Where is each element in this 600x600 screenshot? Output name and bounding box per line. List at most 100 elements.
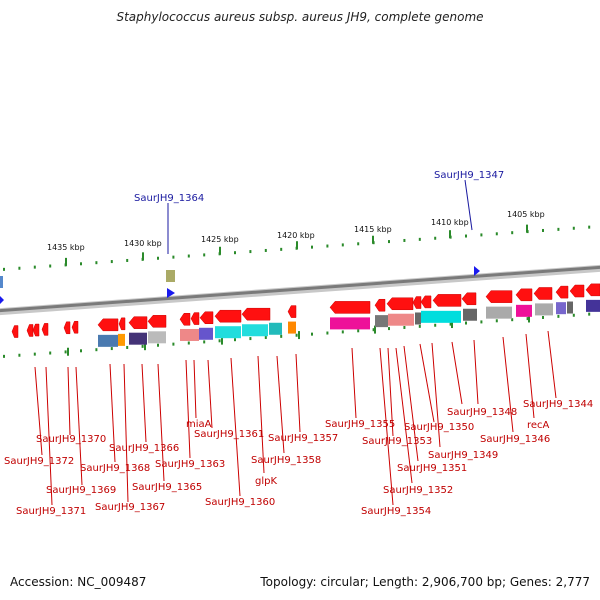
gene-label[interactable]: SaurJH9_1357 [268, 433, 338, 444]
gene-arrow [26, 324, 34, 337]
gene-block [199, 327, 213, 340]
ruler-dot [3, 267, 5, 271]
ruler-dot [249, 250, 252, 254]
ruler-dot [126, 258, 129, 262]
gene-block [535, 303, 553, 316]
ruler-dot [187, 254, 190, 258]
ruler-dot [49, 351, 52, 355]
forward-feature [166, 270, 175, 282]
ruler-tick [526, 224, 528, 233]
ruler-dot [33, 352, 36, 356]
scale-ruler [3, 224, 591, 271]
ruler-dot [3, 354, 5, 358]
scale-label: 1430 kbp [124, 239, 162, 248]
ruler-dot [495, 232, 498, 236]
gene-label[interactable]: SaurJH9_1364 [134, 193, 204, 204]
gene-label[interactable]: SaurJH9_1355 [325, 419, 395, 430]
gene-label[interactable]: SaurJH9_1370 [36, 434, 106, 445]
gene-label[interactable]: SaurJH9_1366 [109, 443, 179, 454]
gene-arrow [386, 297, 414, 311]
gene-label[interactable]: SaurJH9_1358 [251, 455, 321, 466]
scale-label: 1420 kbp [277, 231, 315, 240]
gene-label[interactable]: SaurJH9_1372 [4, 456, 74, 467]
scale-label: 1415 kbp [354, 225, 392, 234]
ruler-tick [142, 252, 144, 261]
gene-label[interactable]: recA [527, 420, 550, 431]
gene-label[interactable]: miaA [186, 419, 212, 430]
gene-block [586, 299, 600, 312]
gene-arrow [515, 288, 533, 302]
ruler-dot [110, 347, 113, 351]
gene-arrow [32, 323, 40, 337]
gene-label[interactable]: SaurJH9_1360 [205, 497, 275, 508]
gene-label[interactable]: SaurJH9_1348 [447, 407, 517, 418]
gene-label[interactable]: SaurJH9_1350 [404, 422, 474, 433]
gene-block [375, 315, 388, 328]
ruler-dot [434, 236, 437, 240]
ruler-dot [511, 318, 514, 322]
ruler-tick [67, 347, 69, 356]
ruler-tick [374, 325, 376, 334]
gene-label[interactable]: SaurJH9_1349 [428, 450, 498, 461]
gene-label[interactable]: SaurJH9_1371 [16, 506, 86, 517]
gene-label[interactable]: SaurJH9_1344 [523, 399, 593, 410]
gene-arrow [214, 309, 242, 323]
gene-block [463, 308, 477, 321]
gene-label[interactable]: SaurJH9_1351 [397, 463, 467, 474]
gene-arrow [199, 311, 214, 324]
genome-stats-text: Topology: circular; Length: 2,906,700 bp… [260, 575, 590, 589]
gene-arrow [485, 290, 513, 303]
ruler-dot [465, 234, 467, 238]
gene-arrow [287, 305, 297, 318]
ruler-dot [542, 228, 544, 232]
ruler-tick [296, 241, 298, 250]
gene-arrow [147, 315, 167, 328]
gene-block [98, 334, 118, 347]
ruler-dot [18, 266, 21, 270]
accession-text: Accession: NC_009487 [10, 575, 147, 589]
ruler-dot [311, 245, 313, 249]
gene-label[interactable]: SaurJH9_1369 [46, 485, 116, 496]
gene-label[interactable]: SaurJH9_1361 [194, 429, 264, 440]
ruler-dot [295, 333, 298, 337]
ruler-dot [95, 348, 98, 352]
scale-label: 1410 kbp [431, 218, 469, 227]
gene-label[interactable]: SaurJH9_1354 [361, 506, 431, 517]
feature-track [0, 266, 600, 347]
ruler-dot [357, 329, 360, 333]
ruler-dot [157, 256, 159, 260]
ruler-dot [418, 237, 421, 241]
ruler-dot [557, 314, 560, 318]
gene-label[interactable]: SaurJH9_1368 [80, 463, 150, 474]
scale-label: 1405 kbp [507, 210, 545, 219]
gene-block [148, 331, 166, 344]
gene-label[interactable]: SaurJH9_1347 [434, 170, 504, 181]
ruler-tick [372, 235, 374, 244]
gene-label[interactable]: glpK [255, 476, 277, 487]
gene-label[interactable]: SaurJH9_1353 [362, 436, 432, 447]
forward-marker [474, 266, 480, 276]
ruler-dot [372, 328, 375, 332]
ruler-dot [449, 322, 452, 326]
gene-block [421, 310, 461, 323]
ruler-dot [326, 244, 329, 248]
ruler-dot [95, 261, 98, 265]
ruler-dot [403, 325, 406, 329]
ruler-dot [403, 238, 406, 242]
gene-block [556, 302, 566, 315]
ruler-dot [357, 242, 360, 246]
gene-arrow [555, 285, 569, 299]
gene-label[interactable]: SaurJH9_1365 [132, 482, 202, 493]
gene-label[interactable]: SaurJH9_1346 [480, 434, 550, 445]
gene-label[interactable]: SaurJH9_1352 [383, 485, 453, 496]
map-title: Staphylococcus aureus subsp. aureus JH9,… [116, 10, 484, 24]
ruler-dot [203, 253, 206, 257]
ruler-dot [64, 350, 67, 354]
ruler-dot [480, 233, 483, 237]
ruler-dot [218, 339, 221, 343]
ruler-dot [126, 345, 129, 349]
gene-label[interactable]: SaurJH9_1363 [155, 459, 225, 470]
gene-label[interactable]: SaurJH9_1367 [95, 502, 165, 513]
ruler-dot [388, 240, 390, 244]
